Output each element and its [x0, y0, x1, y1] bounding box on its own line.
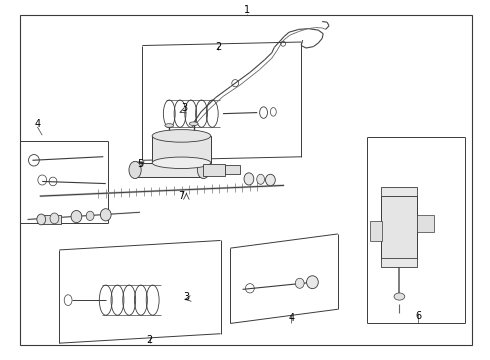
- Ellipse shape: [266, 174, 275, 186]
- Bar: [152, 136, 211, 163]
- Ellipse shape: [37, 214, 46, 225]
- Ellipse shape: [129, 161, 141, 179]
- Text: 3: 3: [183, 292, 190, 302]
- Bar: [417, 215, 434, 232]
- Text: 6: 6: [416, 311, 421, 321]
- Bar: [369, 221, 382, 241]
- Bar: [203, 163, 225, 176]
- Text: 4: 4: [34, 120, 40, 129]
- Ellipse shape: [244, 173, 254, 185]
- Text: 7: 7: [178, 191, 185, 201]
- Ellipse shape: [165, 124, 173, 127]
- Ellipse shape: [394, 293, 405, 300]
- Ellipse shape: [295, 278, 304, 288]
- Ellipse shape: [189, 122, 198, 126]
- Text: 5: 5: [137, 159, 143, 169]
- Ellipse shape: [307, 276, 318, 289]
- Ellipse shape: [71, 211, 82, 223]
- Text: 3: 3: [181, 103, 187, 113]
- Text: 4: 4: [288, 313, 294, 323]
- Ellipse shape: [86, 211, 94, 221]
- Ellipse shape: [152, 130, 211, 142]
- Bar: [225, 165, 240, 174]
- Bar: [135, 163, 203, 177]
- Bar: [381, 196, 417, 259]
- Text: 2: 2: [215, 42, 221, 52]
- Bar: [41, 215, 61, 224]
- Text: 2: 2: [147, 334, 153, 345]
- Ellipse shape: [50, 213, 59, 224]
- Ellipse shape: [197, 161, 210, 179]
- Text: 1: 1: [245, 5, 250, 15]
- Ellipse shape: [257, 174, 265, 184]
- Bar: [381, 258, 417, 267]
- Ellipse shape: [152, 157, 211, 168]
- Bar: [381, 187, 417, 196]
- Ellipse shape: [100, 209, 111, 221]
